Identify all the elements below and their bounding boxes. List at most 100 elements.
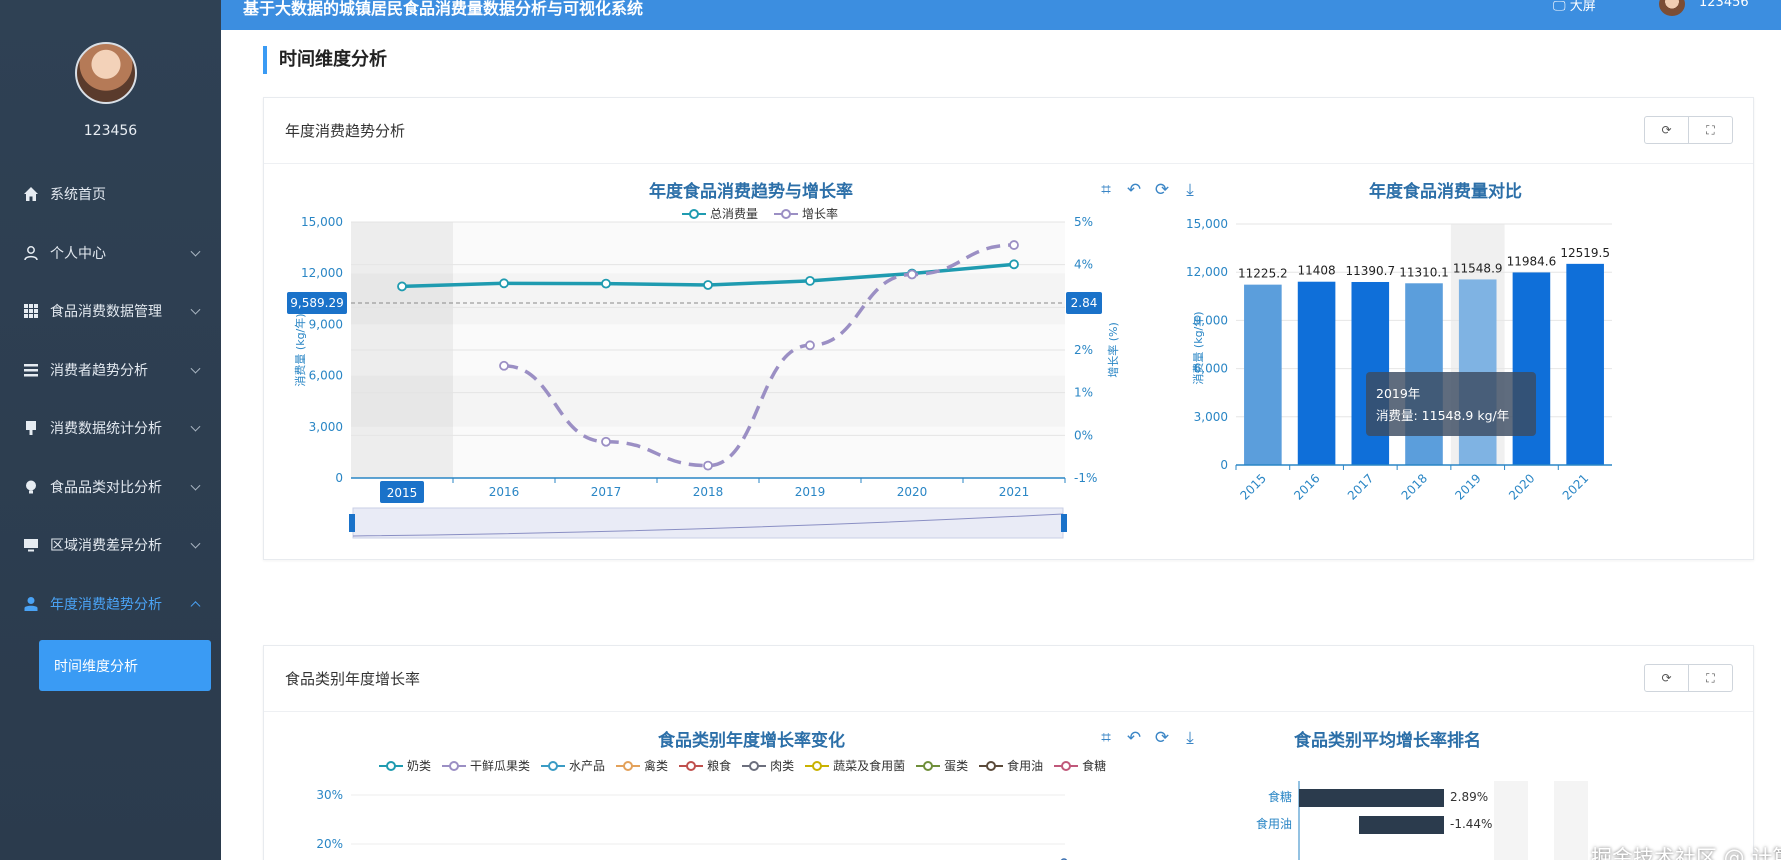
- sidebar-item-consumer-trend[interactable]: 消费者趋势分析: [0, 341, 221, 400]
- chevron-down-icon: [190, 363, 201, 374]
- zoom-select-icon[interactable]: ⌗: [1101, 180, 1111, 200]
- avatar[interactable]: [75, 42, 137, 104]
- legend-marker: [742, 760, 767, 771]
- legend-label: 奶类: [407, 759, 432, 773]
- legend-item[interactable]: 蛋类: [916, 757, 968, 774]
- chevron-up-icon: [190, 600, 201, 611]
- user-menu[interactable]: 123456: [1699, 0, 1749, 10]
- x-tick-label: 2016: [489, 485, 520, 499]
- datazoom-handle-right: [1061, 514, 1067, 532]
- legend-marker: [682, 208, 706, 219]
- bar: [1299, 789, 1444, 807]
- sidebar-item-region[interactable]: 区域消费差异分析: [0, 516, 221, 575]
- tooltip-title: 2019年: [1376, 386, 1420, 401]
- user-avatar[interactable]: [1659, 0, 1685, 16]
- chart-legend: 奶类 干鲜瓜果类 水产品 禽类 粮食 肉类 蔬菜及食用菌 蛋类 食用油 食糖: [379, 757, 1106, 774]
- data-point-growth: [1009, 240, 1019, 250]
- split-area: [351, 222, 1065, 274]
- legend-item[interactable]: 干鲜瓜果类: [442, 757, 530, 774]
- legend-label: 肉类: [770, 759, 795, 773]
- sidebar-item-label: 年度消费趋势分析: [50, 596, 162, 613]
- category-growth-chart[interactable]: 30% 20%: [264, 776, 1164, 860]
- y-tick-label: 3,000: [1194, 410, 1228, 424]
- legend-marker: [1054, 760, 1079, 771]
- legend-item[interactable]: 肉类: [742, 757, 794, 774]
- sidebar-item-annual-trend[interactable]: 年度消费趋势分析: [0, 575, 221, 634]
- download-icon[interactable]: ⤓: [1186, 728, 1194, 748]
- sidebar-item-label: 消费数据统计分析: [50, 421, 162, 438]
- refresh-icon[interactable]: ⟳: [1661, 123, 1672, 137]
- zoom-select-icon[interactable]: ⌗: [1101, 728, 1111, 748]
- main-content: 时间维度分析 年度消费趋势分析 ⟳ ⛶ 年度食品消费趋势与增长率 ⌗ ↶ ⟳ ⤓…: [221, 30, 1781, 860]
- legend-item[interactable]: 总消费量: [682, 205, 758, 222]
- chart-title: 食品类别平均增长率排名: [1294, 731, 1481, 751]
- data-label: 11390.7: [1345, 264, 1395, 278]
- legend-item[interactable]: 奶类: [379, 757, 431, 774]
- y-tick-label: 6,000: [1194, 362, 1228, 376]
- data-point-growth: [703, 460, 713, 471]
- sidebar-item-profile[interactable]: 个人中心: [0, 224, 221, 283]
- legend-label: 禽类: [644, 759, 669, 773]
- panel-actions: ⟳ ⛶: [1644, 116, 1733, 144]
- legend-label: 水产品: [569, 759, 606, 773]
- sidebar-item-home[interactable]: 系统首页: [0, 165, 221, 224]
- chevron-down-icon: [190, 538, 201, 549]
- legend-item[interactable]: 禽类: [616, 757, 668, 774]
- sidebar-item-stat[interactable]: 消费数据统计分析: [0, 399, 221, 458]
- sidebar-item-data-mgmt[interactable]: 食品消费数据管理: [0, 282, 221, 341]
- trend-chart[interactable]: 03,0006,0009,00012,00015,000-1%0%1%2%3%4…: [264, 208, 1164, 558]
- tooltip-box: [1366, 372, 1536, 436]
- sidebar-item-label: 食品品类对比分析: [50, 479, 162, 496]
- y-tick-label: 12,000: [301, 266, 343, 280]
- watermark: 掘金技术社区 @ 计算机毕设解化场: [1591, 846, 1781, 860]
- monitor-icon: [22, 536, 40, 554]
- y-tick-label: 食用油: [1256, 816, 1292, 831]
- x-tick-label: 2018: [1399, 471, 1430, 502]
- legend-item[interactable]: 水产品: [541, 757, 605, 774]
- person-icon: [22, 595, 40, 613]
- chart-toolbox: ⌗ ↶ ⟳ ⤓: [1097, 728, 1199, 748]
- category-rank-chart[interactable]: 食糖 2.89% 食用油 -1.44%: [1164, 776, 1604, 860]
- sidebar-item-category[interactable]: 食品品类对比分析: [0, 458, 221, 517]
- axis-pointer-label-right: 2.84: [1071, 296, 1098, 310]
- home-icon: [22, 185, 40, 203]
- sidebar-username: 123456: [83, 123, 138, 139]
- legend-item[interactable]: 蔬菜及食用菌: [805, 757, 905, 774]
- sidebar-menu: 系统首页 个人中心 食品消费数据管理 消费者趋势分析: [0, 165, 221, 633]
- x-tick-label: 2015: [1237, 471, 1268, 502]
- chevron-down-icon: [190, 304, 201, 315]
- sidebar-subitem-time-analysis[interactable]: 时间维度分析: [39, 640, 211, 691]
- monitor-icon: 🖵: [1553, 0, 1566, 14]
- bigscreen-button[interactable]: 🖵 大屏: [1553, 0, 1596, 14]
- split-area: [351, 375, 1065, 427]
- axis-pointer-label-bg: [287, 292, 347, 314]
- data-label: 11548.9: [1453, 261, 1503, 275]
- restore-icon[interactable]: ⟳: [1154, 180, 1170, 200]
- legend-item[interactable]: 食糖: [1054, 757, 1106, 774]
- bar-chart[interactable]: 0 3,000 6,000 9,000 12,000 15,000 消费量 (kg/年) 11…: [1164, 208, 1644, 528]
- chart-title: 年度食品消费量对比: [1369, 182, 1522, 202]
- fullscreen-icon[interactable]: ⛶: [1688, 665, 1732, 691]
- data-label: -1.44%: [1450, 817, 1492, 831]
- zoom-back-icon[interactable]: ↶: [1126, 180, 1142, 200]
- legend-item[interactable]: 增长率: [774, 205, 838, 222]
- legend-marker: [916, 760, 941, 771]
- bar: [1297, 281, 1336, 465]
- refresh-icon[interactable]: ⟳: [1661, 671, 1672, 685]
- fullscreen-icon[interactable]: ⛶: [1688, 117, 1732, 143]
- legend-marker: [442, 760, 467, 771]
- legend-item[interactable]: 粮食: [679, 757, 731, 774]
- x-tick-label: 2021: [1560, 471, 1591, 502]
- legend-marker: [805, 760, 830, 771]
- legend-item[interactable]: 食用油: [979, 757, 1043, 774]
- panel-title: 年度消费趋势分析: [285, 122, 406, 140]
- download-icon[interactable]: ⤓: [1186, 180, 1194, 200]
- data-point-growth: [601, 436, 611, 447]
- y2-tick-label: 1%: [1074, 386, 1093, 400]
- sidebar-item-label: 系统首页: [50, 187, 106, 204]
- legend-marker: [616, 760, 641, 771]
- restore-icon[interactable]: ⟳: [1154, 728, 1170, 748]
- y2-tick-label: 4%: [1074, 258, 1093, 272]
- y-tick-label: 0: [335, 471, 343, 485]
- zoom-back-icon[interactable]: ↶: [1126, 728, 1142, 748]
